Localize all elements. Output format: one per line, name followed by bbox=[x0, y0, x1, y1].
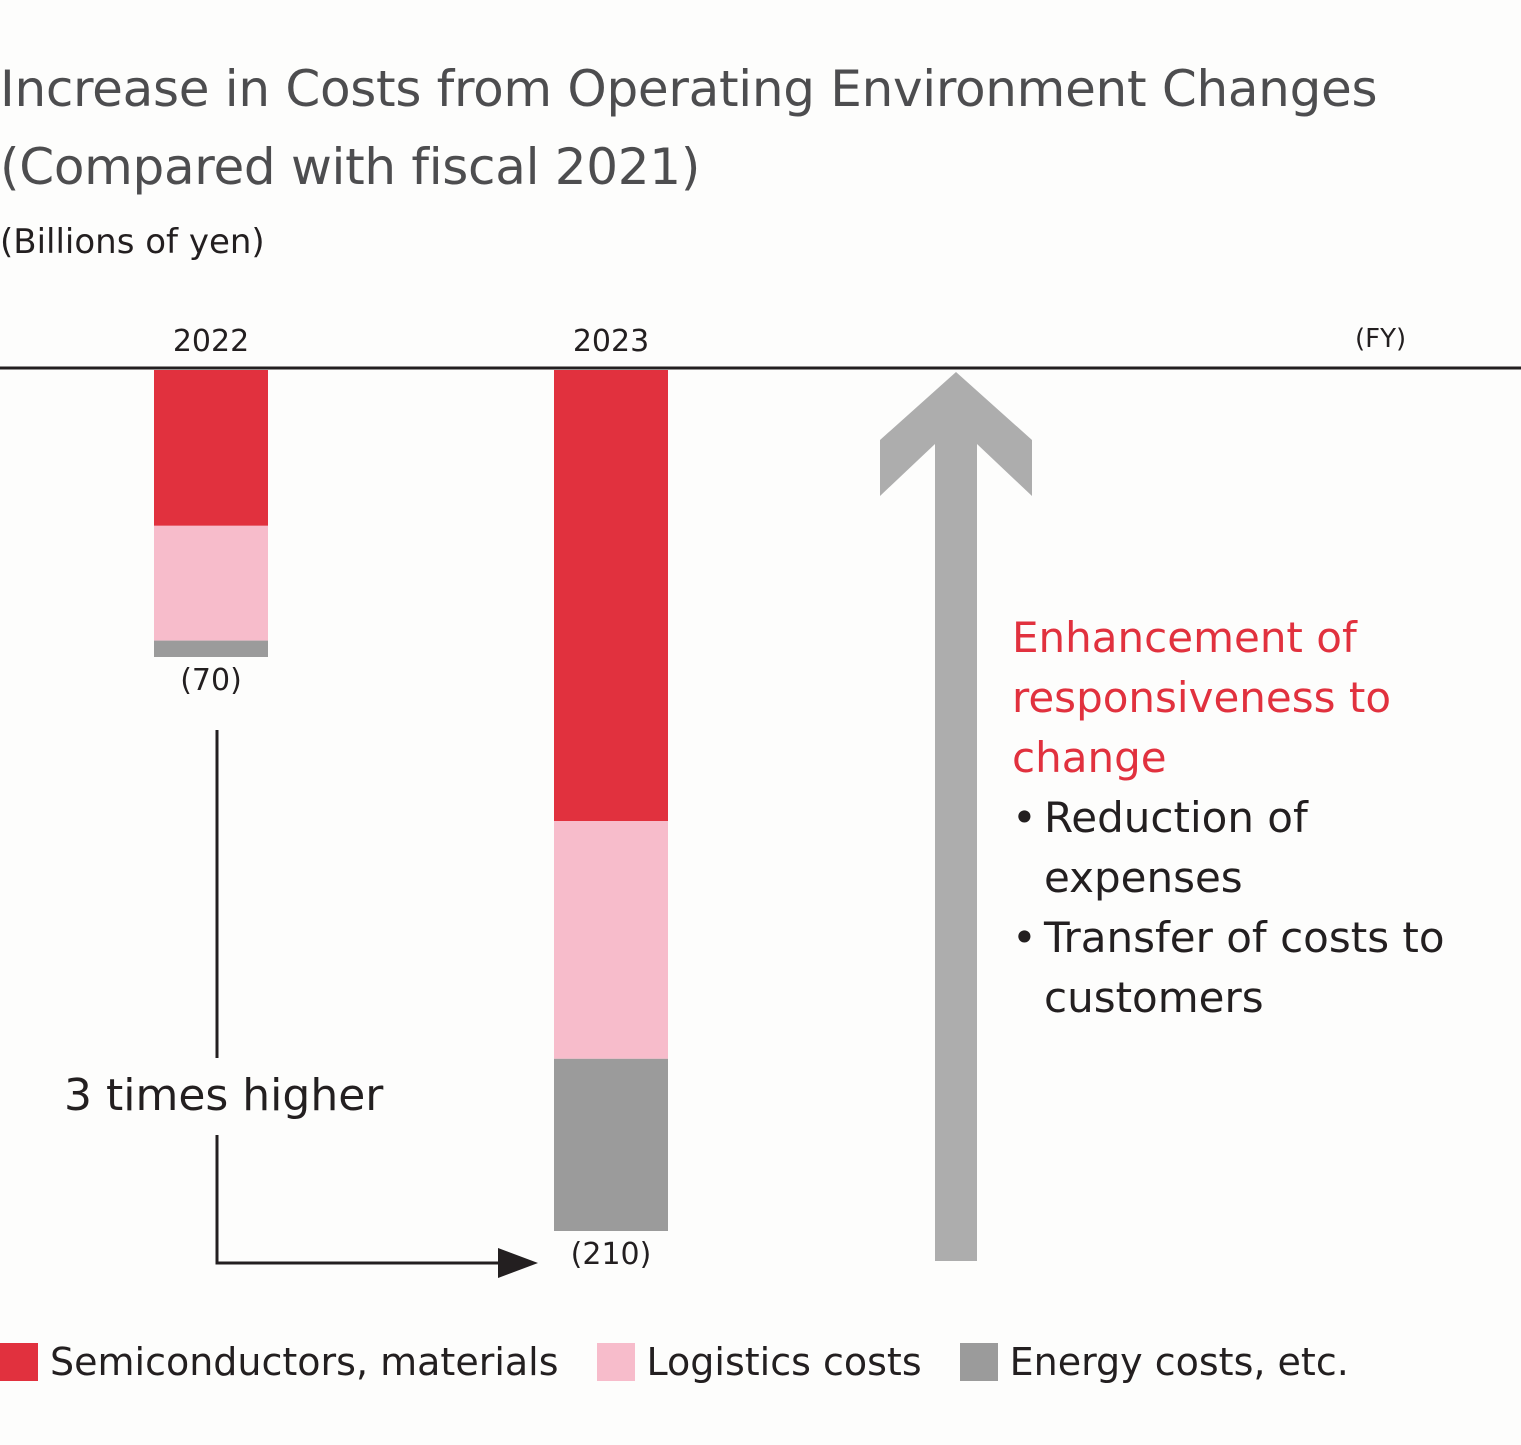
legend: Semiconductors, materials Logistics cost… bbox=[0, 1340, 1387, 1384]
legend-label: Semiconductors, materials bbox=[50, 1340, 559, 1384]
connector-line-lower bbox=[215, 1135, 505, 1265]
measures-note: Enhancement of responsiveness to change … bbox=[1012, 608, 1512, 1028]
total-label-2022: (70) bbox=[180, 663, 242, 698]
category-label-2022: 2022 bbox=[172, 324, 250, 359]
up-arrow-icon bbox=[880, 372, 1032, 1261]
measures-heading: Enhancement of responsiveness to change bbox=[1012, 613, 1392, 782]
bullet-icon: • bbox=[1012, 913, 1037, 962]
legend-swatch-logistics bbox=[596, 1343, 635, 1381]
legend-swatch-energy bbox=[959, 1343, 998, 1381]
bar-segment-2023-logistics bbox=[554, 821, 668, 1059]
unit-label: (Billions of yen) bbox=[0, 222, 265, 262]
chart-title: Increase in Costs from Operating Environ… bbox=[0, 50, 1378, 206]
bar-segment-2023-energy bbox=[554, 1058, 668, 1231]
bullet-icon: • bbox=[1012, 793, 1037, 842]
legend-swatch-semiconductors bbox=[0, 1343, 38, 1381]
bar-segment-2022-energy bbox=[154, 640, 268, 657]
connector-arrowhead-icon bbox=[498, 1248, 538, 1278]
legend-item-semiconductors: Semiconductors, materials bbox=[0, 1340, 559, 1384]
total-label-2023: (210) bbox=[570, 1237, 652, 1272]
bar-segment-2023-semiconductors bbox=[554, 370, 668, 821]
legend-item-energy: Energy costs, etc. bbox=[959, 1340, 1349, 1384]
measure-item: • Reduction of expenses bbox=[1012, 788, 1512, 908]
measure-item-text: Reduction of expenses bbox=[1044, 793, 1308, 902]
bars-group bbox=[154, 370, 668, 1231]
bar-segment-2022-logistics bbox=[154, 525, 268, 641]
legend-label: Energy costs, etc. bbox=[1009, 1340, 1349, 1384]
legend-label: Logistics costs bbox=[646, 1340, 922, 1384]
title-line-2: (Compared with fiscal 2021) bbox=[0, 138, 701, 196]
comparison-label: 3 times higher bbox=[64, 1070, 384, 1121]
x-axis-unit-label: (FY) bbox=[1355, 324, 1407, 354]
title-line-1: Increase in Costs from Operating Environ… bbox=[0, 60, 1378, 118]
category-label-2023: 2023 bbox=[572, 324, 650, 359]
legend-item-logistics: Logistics costs bbox=[596, 1340, 922, 1384]
measure-item: • Transfer of costs to customers bbox=[1012, 908, 1512, 1028]
bar-segment-2022-semiconductors bbox=[154, 370, 268, 526]
measure-item-text: Transfer of costs to customers bbox=[1044, 913, 1445, 1022]
